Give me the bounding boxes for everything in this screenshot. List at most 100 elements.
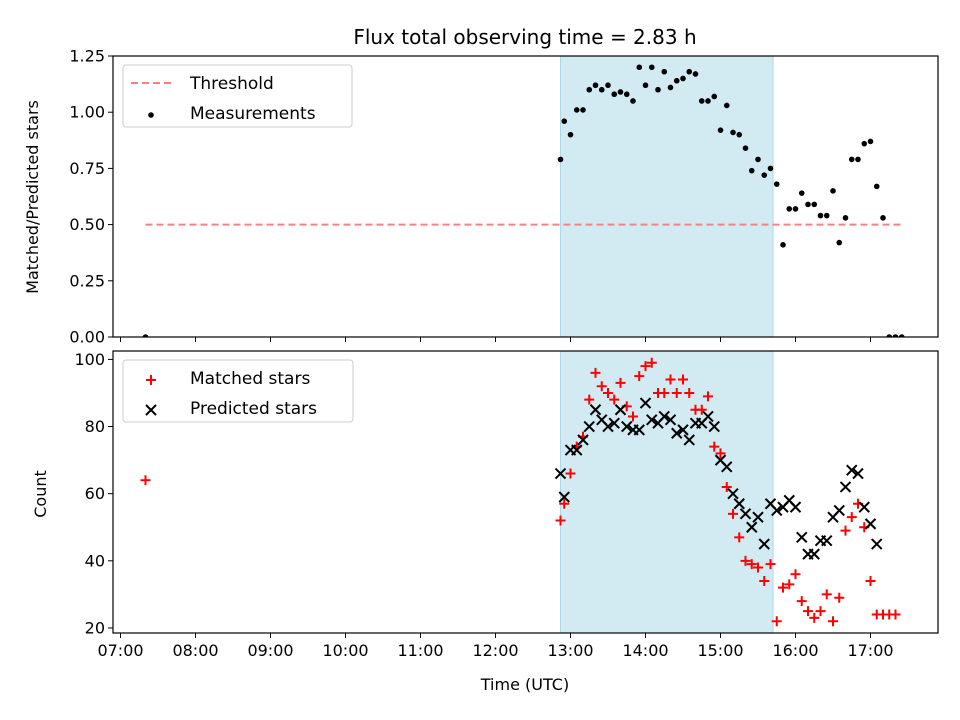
axes-frame: [112, 350, 939, 634]
legend-measurement-swatch: [148, 112, 154, 118]
predicted-star-point: [858, 501, 870, 513]
predicted-star-point: [833, 504, 845, 517]
predicted-star-point: [577, 434, 589, 446]
measurement-point: [667, 84, 674, 91]
measurement-point: [661, 68, 668, 75]
measurement-point: [786, 206, 793, 212]
matched-star-point: [815, 606, 826, 617]
matched-star-point: [715, 448, 726, 459]
x-tick-label: 12:00: [472, 641, 518, 660]
predicted-star-point: [808, 548, 820, 560]
matched-star-point: [559, 498, 570, 509]
matched-star-point: [846, 512, 857, 523]
matched-star-point: [778, 582, 788, 593]
measurement-point: [880, 215, 886, 221]
predicted-star-point: [614, 404, 627, 416]
matched-star-point: [828, 616, 838, 627]
predicted-star-point: [839, 481, 852, 493]
bottom-panel: 20 40 60 80 100 07:00 08:00 09:00 10:00 11:00 12:0…: [74, 350, 939, 660]
x-tick-label: 15:00: [697, 641, 743, 660]
measurement-point: [780, 242, 786, 248]
measurement-point: [898, 334, 905, 337]
measurement-point: [892, 334, 899, 337]
matched-star-point: [646, 357, 657, 368]
y-tick-label: 1.25: [69, 47, 105, 66]
matched-star-point: [759, 575, 770, 586]
matched-star-point: [865, 575, 876, 586]
x-tick-label: 17:00: [847, 641, 893, 660]
y-tick-label: 1.00: [69, 103, 105, 122]
measurement-point: [873, 183, 880, 190]
measurement-point: [561, 118, 568, 124]
matched-star-point: [796, 596, 807, 607]
measurement-point: [842, 215, 849, 221]
predicted-star-point: [871, 538, 883, 550]
matched-star-point: [665, 374, 676, 385]
measurement-point: [767, 165, 774, 172]
measurement-point: [557, 156, 564, 163]
predicted-star-point: [739, 508, 752, 520]
predicted-star-point: [608, 417, 620, 429]
predicted-star-point: [633, 424, 645, 436]
axes-frame: [112, 55, 939, 338]
matched-star-point: [584, 394, 595, 405]
x-tick-label: 10:00: [322, 641, 368, 660]
x-tick-label: 13:00: [547, 641, 593, 660]
x-axis-label: Time (UTC): [480, 675, 569, 694]
measurement-point: [586, 86, 593, 93]
predicted-star-point: [554, 467, 567, 480]
plot-area: [140, 357, 901, 627]
measurement-point: [861, 140, 868, 147]
measurement-point: [792, 206, 799, 212]
matched-star-point: [628, 411, 638, 422]
measurement-point: [805, 201, 811, 208]
matched-star-point: [721, 481, 732, 492]
predicted-star-point: [558, 491, 570, 503]
matched-star-point: [803, 606, 813, 617]
matched-star-point: [684, 387, 695, 398]
measurement-point: [867, 138, 874, 145]
predicted-star-point: [733, 498, 745, 510]
matched-star-point: [753, 562, 763, 573]
measurement-point: [705, 98, 711, 104]
predicted-star-point: [746, 521, 758, 533]
measurement-point: [773, 181, 780, 187]
observing-window-span: [560, 55, 774, 338]
measurement-point: [598, 86, 605, 93]
y-tick-label: 0.50: [69, 215, 105, 234]
measurement-point: [636, 64, 643, 71]
legend: Threshold Measurements: [122, 64, 353, 128]
legend-label: Predicted stars: [190, 399, 317, 419]
matched-star-point: [809, 612, 820, 623]
measurement-point: [811, 201, 818, 208]
measurement-point: [592, 82, 599, 89]
bottom-y-axis-label: Count: [31, 470, 50, 518]
y-tick-label: 60: [85, 484, 105, 503]
matched-star-point: [784, 579, 795, 590]
x-tick-label: 08:00: [172, 641, 218, 660]
chart-title: Flux total observing time = 2.83 h: [353, 25, 696, 49]
legend: Matched stars Predicted stars: [122, 359, 354, 423]
measurement-point: [717, 127, 724, 133]
legend-label: Matched stars: [190, 369, 310, 389]
matched-star-point: [790, 569, 801, 580]
y-tick-label: 0.25: [69, 271, 105, 290]
measurement-point: [630, 98, 636, 104]
measurement-point: [711, 93, 718, 100]
matched-star-point: [740, 555, 751, 566]
predicted-star-point: [789, 501, 802, 513]
x-tick-label: 16:00: [772, 641, 818, 660]
x-tick-label: 07:00: [97, 641, 143, 660]
predicted-star-point: [752, 511, 764, 523]
legend-predicted-swatch: [145, 404, 157, 416]
measurement-point: [617, 89, 624, 95]
measurement-point: [730, 129, 736, 136]
predicted-star-point: [864, 518, 877, 530]
observing-window-span: [560, 350, 774, 634]
measurement-point: [648, 64, 655, 71]
matched-star-point: [615, 377, 626, 388]
measurement-point: [798, 190, 805, 196]
measurement-point: [567, 131, 574, 138]
measurement-point: [848, 156, 855, 163]
predicted-star-point: [589, 404, 602, 416]
